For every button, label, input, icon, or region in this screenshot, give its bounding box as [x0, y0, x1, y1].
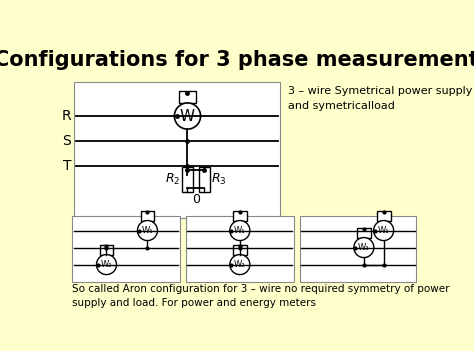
Text: W₂: W₂: [234, 260, 246, 269]
Circle shape: [137, 220, 157, 240]
Bar: [233, 211, 247, 220]
Bar: [72, 216, 180, 282]
Text: Configurations for 3 phase measurements: Configurations for 3 phase measurements: [0, 50, 474, 70]
Bar: [100, 245, 113, 254]
Circle shape: [374, 220, 393, 240]
Circle shape: [230, 254, 250, 274]
Circle shape: [230, 220, 250, 240]
Text: $R_3$: $R_3$: [211, 172, 227, 187]
Text: So called Aron configuration for 3 – wire no required symmetry of power
supply a: So called Aron configuration for 3 – wir…: [72, 284, 449, 308]
Text: W₂: W₂: [101, 260, 112, 269]
Bar: [357, 227, 371, 238]
Text: W₂: W₂: [358, 243, 370, 252]
Bar: [186, 216, 294, 282]
Text: 3 – wire Symetrical power supply
and symetricalload: 3 – wire Symetrical power supply and sym…: [288, 86, 472, 111]
Text: 0: 0: [192, 193, 200, 206]
Bar: [300, 216, 416, 282]
Circle shape: [97, 254, 117, 274]
Text: W₁: W₁: [234, 226, 246, 235]
Circle shape: [354, 238, 374, 258]
Bar: [179, 91, 196, 103]
Bar: [140, 211, 155, 220]
Bar: [199, 167, 210, 192]
Text: W₁: W₁: [378, 226, 390, 235]
Text: $R_2$: $R_2$: [165, 172, 181, 187]
Text: W: W: [180, 108, 195, 124]
Bar: [233, 245, 247, 254]
Bar: [182, 167, 193, 192]
Text: W₁: W₁: [142, 226, 153, 235]
Circle shape: [174, 103, 201, 129]
Bar: [377, 211, 391, 220]
Text: T: T: [63, 159, 71, 173]
Text: R: R: [62, 109, 71, 123]
Bar: [74, 82, 280, 218]
Text: S: S: [63, 134, 71, 148]
